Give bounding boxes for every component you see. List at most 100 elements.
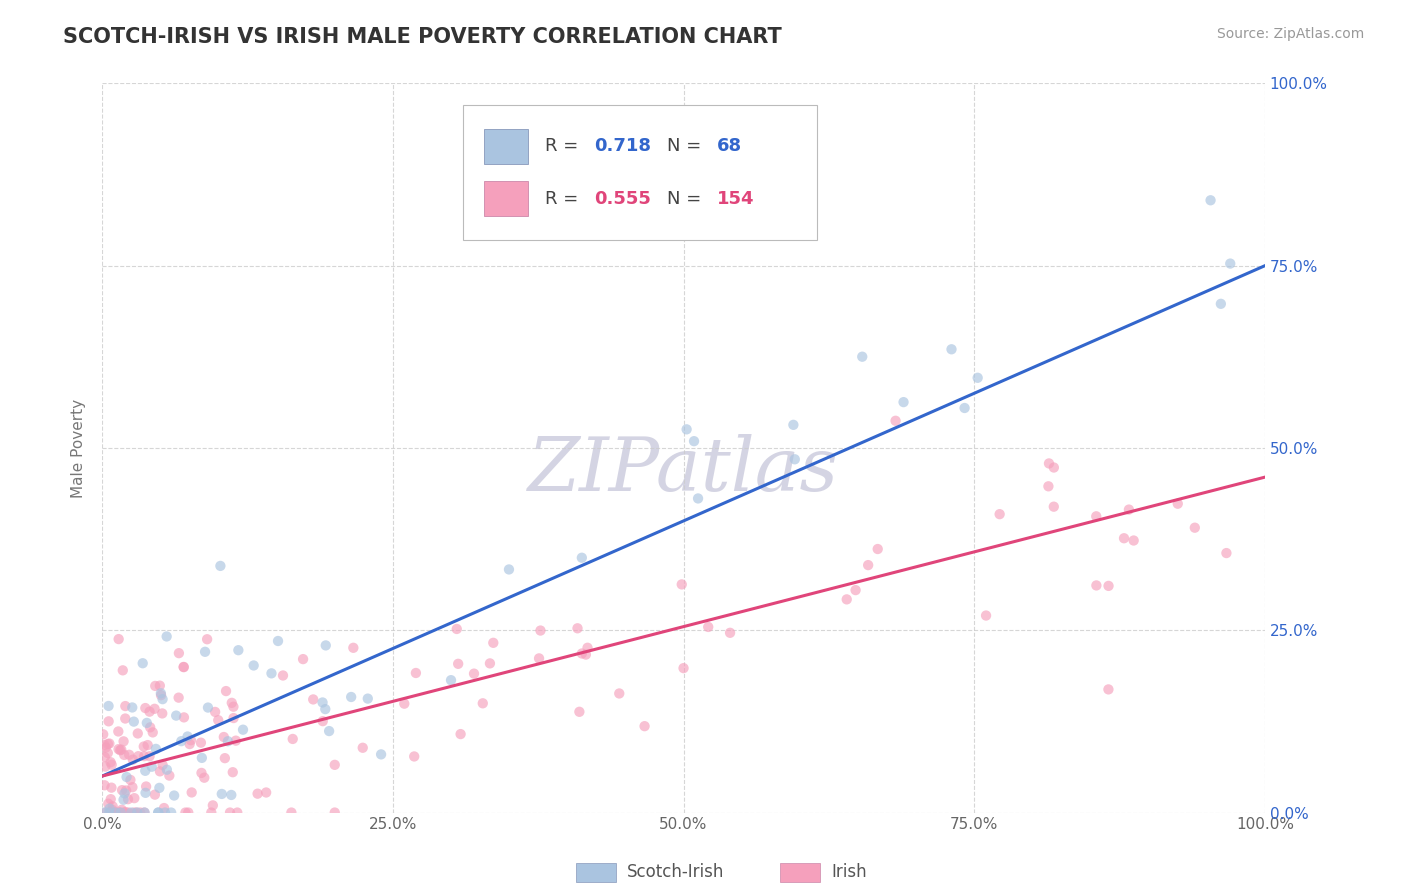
Point (132, 749, 155, 764)
Point (134, 764, 156, 778)
Point (342, 640, 364, 655)
Point (260, 666, 283, 681)
Point (122, 805, 145, 820)
Point (471, 696, 494, 710)
Point (1184, 521, 1206, 535)
Point (315, 639, 337, 653)
FancyBboxPatch shape (463, 105, 817, 240)
Point (567, 621, 589, 635)
Point (94, 805, 117, 820)
Point (145, 742, 167, 756)
Point (136, 738, 159, 752)
Point (131, 657, 153, 671)
Point (1097, 682, 1119, 697)
Point (94, 750, 117, 764)
Text: SCOTCH-IRISH VS IRISH MALE POVERTY CORRELATION CHART: SCOTCH-IRISH VS IRISH MALE POVERTY CORRE… (63, 27, 782, 46)
Point (94, 759, 117, 773)
Text: 0.718: 0.718 (593, 137, 651, 155)
Point (180, 733, 202, 747)
Point (98, 737, 121, 751)
Point (107, 632, 129, 646)
Point (111, 803, 134, 817)
Point (150, 688, 173, 702)
Point (311, 696, 333, 710)
Point (93, 738, 115, 752)
Point (527, 651, 550, 665)
Point (893, 395, 915, 409)
Point (100, 805, 122, 820)
Point (194, 645, 217, 659)
Point (219, 805, 242, 820)
Point (103, 805, 125, 820)
Point (447, 657, 470, 671)
Point (718, 625, 741, 640)
Point (207, 713, 229, 727)
Point (200, 805, 222, 820)
Point (173, 660, 195, 674)
Point (1215, 546, 1237, 560)
Point (135, 780, 157, 794)
Point (156, 763, 179, 777)
Point (232, 723, 254, 737)
Point (108, 743, 131, 757)
Point (110, 742, 132, 756)
Point (163, 789, 186, 803)
Point (100, 756, 122, 770)
Point (323, 757, 346, 772)
Point (1209, 297, 1232, 311)
Point (197, 700, 219, 714)
Point (1219, 256, 1241, 270)
Point (953, 401, 976, 415)
Text: R =: R = (546, 190, 583, 208)
Point (835, 592, 858, 607)
Point (1042, 500, 1064, 514)
Point (633, 719, 655, 733)
Point (212, 730, 235, 744)
Point (93, 805, 115, 820)
Point (254, 785, 277, 799)
Point (498, 562, 520, 576)
Point (575, 648, 598, 662)
Point (884, 414, 907, 428)
Point (112, 734, 135, 748)
Point (845, 583, 868, 598)
Point (222, 765, 245, 780)
Point (122, 714, 145, 729)
Point (121, 780, 143, 794)
Point (866, 541, 889, 556)
Point (271, 668, 294, 682)
Point (1043, 460, 1066, 475)
Point (167, 646, 190, 660)
Text: 0.555: 0.555 (593, 190, 651, 208)
Point (209, 558, 232, 573)
Point (143, 702, 166, 716)
Point (108, 805, 131, 820)
Y-axis label: Male Poverty: Male Poverty (72, 399, 86, 498)
Point (214, 751, 236, 765)
Point (97, 698, 120, 713)
Point (91, 727, 114, 741)
Text: ZIPatlas: ZIPatlas (529, 434, 839, 506)
Point (352, 740, 374, 755)
Point (195, 632, 218, 647)
Point (97, 797, 120, 811)
Point (672, 661, 695, 675)
Point (170, 734, 193, 748)
Point (242, 658, 264, 673)
Point (404, 749, 426, 764)
Point (153, 801, 176, 815)
Point (340, 690, 363, 704)
Point (107, 724, 129, 739)
Point (97, 746, 120, 760)
Point (114, 805, 136, 819)
Point (152, 758, 174, 772)
Point (139, 720, 162, 734)
Point (141, 760, 163, 774)
Point (143, 679, 166, 693)
Point (1097, 579, 1119, 593)
Point (226, 805, 249, 820)
Text: Source: ZipAtlas.com: Source: ZipAtlas.com (1216, 27, 1364, 41)
Point (1199, 194, 1222, 208)
Point (100, 780, 122, 795)
Point (152, 692, 174, 706)
